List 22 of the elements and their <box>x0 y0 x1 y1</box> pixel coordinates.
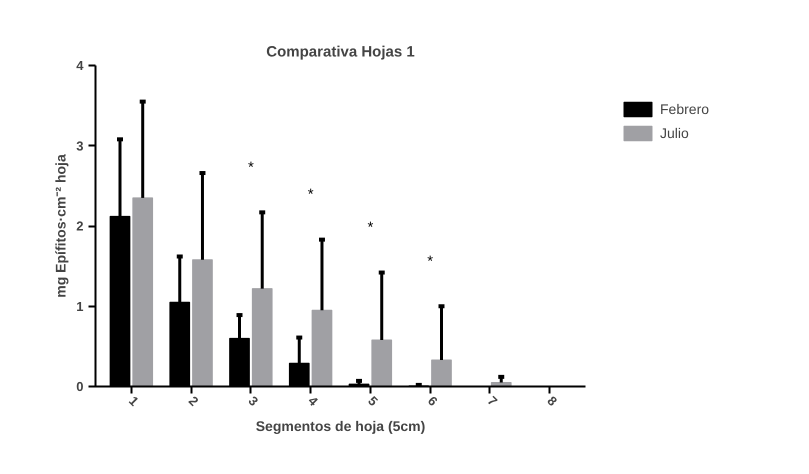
x-tick-label: 7 <box>484 393 500 409</box>
chart-title: Comparativa Hojas 1 <box>266 44 415 60</box>
x-tick-label: 3 <box>246 393 262 409</box>
y-axis-title: mg Epífitos·cm⁻² hoja <box>52 154 68 298</box>
y-tick-label: 3 <box>76 138 84 154</box>
x-tick-label: 1 <box>126 393 142 409</box>
annotation: * <box>367 219 374 236</box>
annotation: * <box>427 252 434 270</box>
annotation: * <box>308 186 314 204</box>
x-axis-title: Segmentos de hoja (5cm) <box>256 418 426 434</box>
x-tick-label: 5 <box>365 393 381 409</box>
x-tick-label: 6 <box>424 393 441 409</box>
legend-label: Julio <box>660 125 689 141</box>
x-tick-label: 2 <box>186 393 202 409</box>
x-tick-label: 4 <box>305 393 322 410</box>
y-tick-label: 2 <box>76 218 84 234</box>
y-tick-label: 4 <box>76 58 84 73</box>
y-tick-label: 0 <box>76 379 84 394</box>
x-tick-label: 8 <box>544 393 560 409</box>
y-tick-label: 1 <box>76 298 84 314</box>
legend-label: Febrero <box>660 101 710 117</box>
annotation: * <box>248 158 254 176</box>
